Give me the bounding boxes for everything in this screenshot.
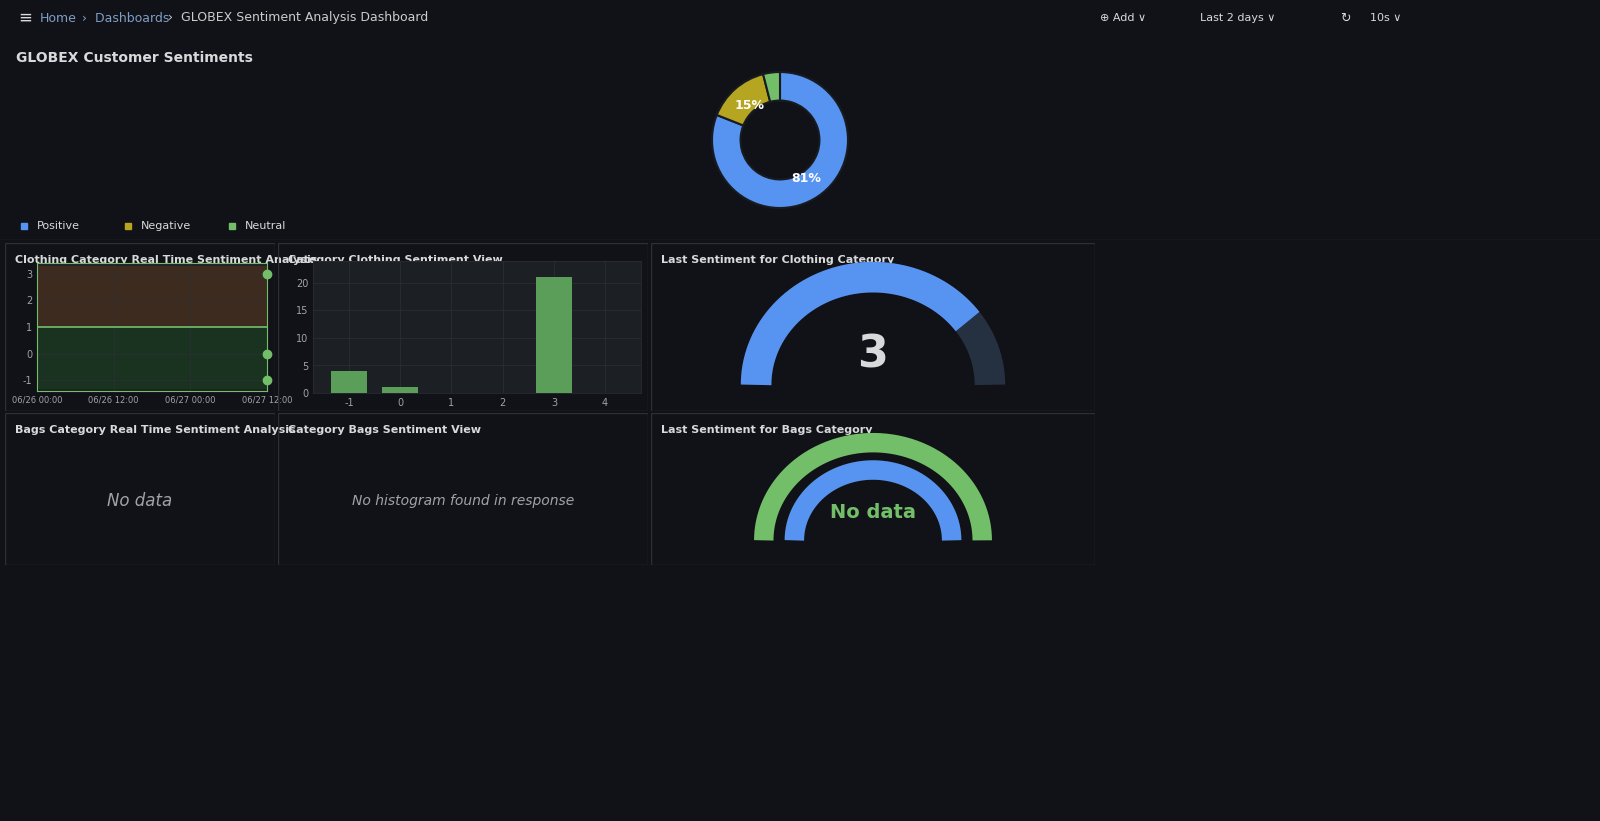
Text: ›  Dashboards: › Dashboards — [82, 11, 170, 25]
Text: Category Clothing Sentiment View: Category Clothing Sentiment View — [288, 255, 502, 265]
Text: 81%: 81% — [790, 172, 821, 185]
Wedge shape — [717, 74, 770, 126]
Text: Clothing Category Real Time Sentiment Analysis: Clothing Category Real Time Sentiment An… — [14, 255, 317, 265]
Wedge shape — [712, 72, 848, 208]
Text: ≡: ≡ — [18, 9, 32, 27]
Text: 10s ∨: 10s ∨ — [1370, 13, 1402, 23]
Text: 3: 3 — [858, 333, 888, 376]
Text: Home: Home — [40, 11, 77, 25]
Text: Negative: Negative — [141, 221, 190, 231]
Text: ↻: ↻ — [1341, 11, 1350, 25]
Text: 15%: 15% — [734, 99, 765, 112]
Text: ⊕ Add ∨: ⊕ Add ∨ — [1101, 13, 1146, 23]
Text: GLOBEX Customer Sentiments: GLOBEX Customer Sentiments — [16, 52, 253, 66]
Text: Last Sentiment for Clothing Category: Last Sentiment for Clothing Category — [661, 255, 894, 265]
Text: No data: No data — [830, 503, 915, 522]
Text: Last Sentiment for Bags Category: Last Sentiment for Bags Category — [661, 425, 872, 435]
Text: Positive: Positive — [37, 221, 80, 231]
Bar — [536, 277, 571, 393]
Text: Neutral: Neutral — [245, 221, 286, 231]
Text: No histogram found in response: No histogram found in response — [352, 494, 574, 508]
Text: Bags Category Real Time Sentiment Analysis: Bags Category Real Time Sentiment Analys… — [14, 425, 296, 435]
Bar — [382, 388, 418, 393]
Text: ›  GLOBEX Sentiment Analysis Dashboard: › GLOBEX Sentiment Analysis Dashboard — [168, 11, 429, 25]
Bar — [331, 371, 366, 393]
Text: No data: No data — [107, 492, 173, 510]
Wedge shape — [763, 72, 781, 102]
Text: Category Bags Sentiment View: Category Bags Sentiment View — [288, 425, 482, 435]
Text: Last 2 days ∨: Last 2 days ∨ — [1200, 13, 1275, 23]
